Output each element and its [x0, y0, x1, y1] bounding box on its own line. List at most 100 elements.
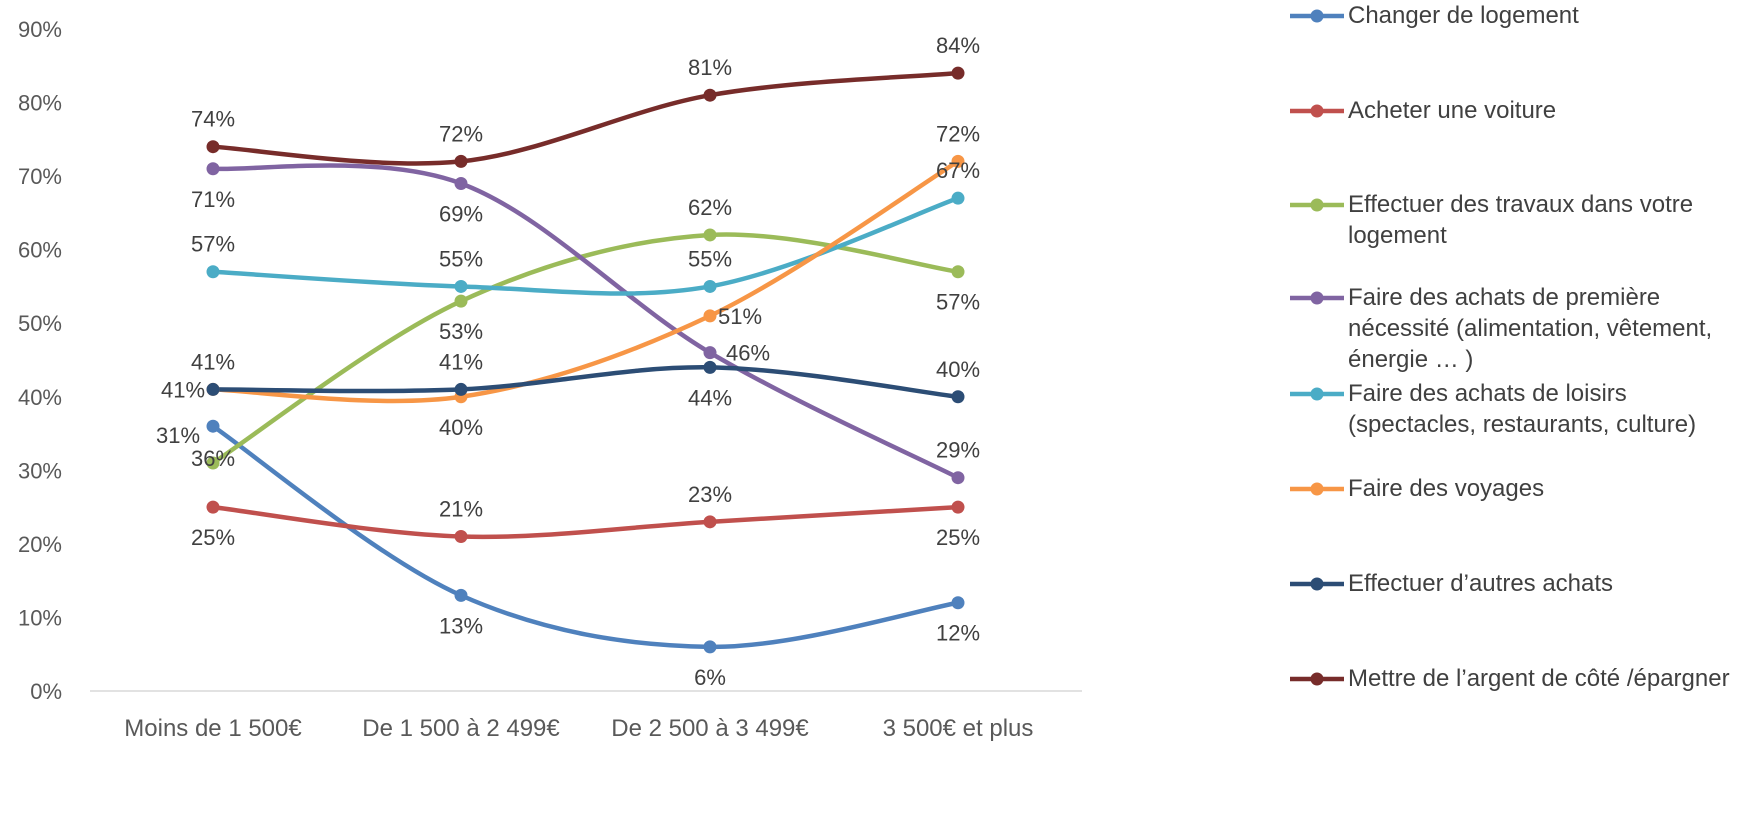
data-point: [703, 228, 717, 242]
legend-swatch: [1290, 9, 1344, 23]
data-label: 13%: [439, 613, 483, 638]
data-point: [206, 140, 220, 154]
data-label: 41%: [161, 377, 205, 402]
data-label: 55%: [439, 246, 483, 271]
series-line: [210, 159, 961, 404]
data-label: 57%: [936, 290, 980, 315]
data-label: 25%: [191, 525, 235, 550]
data-label: 53%: [439, 319, 483, 344]
data-label: 25%: [936, 525, 980, 550]
legend-label: Mettre de l’argent de côté /épargner: [1348, 665, 1730, 692]
data-point: [703, 360, 717, 374]
data-label: 41%: [191, 349, 235, 374]
y-tick-label: 60%: [18, 238, 62, 263]
y-tick-label: 20%: [18, 532, 62, 557]
data-point: [951, 390, 965, 404]
data-label: 55%: [688, 246, 732, 271]
series-line: [210, 163, 961, 480]
data-point: [206, 382, 220, 396]
legend-swatch: [1290, 672, 1344, 686]
legend-label: Faire des achats de première nécessité (…: [1348, 284, 1713, 373]
data-point: [206, 419, 220, 433]
data-point: [951, 471, 965, 485]
series-line: [210, 232, 961, 466]
data-point: [206, 500, 220, 514]
data-label: 72%: [439, 121, 483, 146]
x-axis-categories: Moins de 1 500€ De 1 500 à 2 499€ De 2 500…: [124, 715, 1033, 742]
data-point: [206, 162, 220, 176]
line-chart: 0% 10% 20% 30% 40% 50% 60% 70% 80% 90% Moins de 1…: [18, 17, 1082, 742]
data-label: 29%: [936, 438, 980, 463]
data-label: 40%: [439, 415, 483, 440]
data-point: [454, 530, 468, 544]
legend-item: Faire des voyages: [1290, 473, 1544, 504]
data-point: [951, 265, 965, 279]
data-point: [454, 382, 468, 396]
data-label: 57%: [191, 232, 235, 257]
legend: Changer de logement Acheter une voiture Ef…: [1290, 0, 1760, 831]
legend-swatch: [1290, 291, 1344, 305]
data-point: [703, 279, 717, 293]
series-lines: [210, 70, 961, 650]
data-point: [454, 279, 468, 293]
data-label: 44%: [688, 385, 732, 410]
data-label: 21%: [439, 497, 483, 522]
legend-item: Effectuer des travaux dans votre logemen…: [1290, 189, 1760, 251]
y-tick-label: 80%: [18, 91, 62, 116]
data-point: [454, 154, 468, 168]
x-category-label: De 1 500 à 2 499€: [362, 715, 560, 742]
data-label: 41%: [439, 349, 483, 374]
y-tick-label: 70%: [18, 164, 62, 189]
data-label: 40%: [936, 357, 980, 382]
data-point: [703, 309, 717, 323]
legend-item: Effectuer d’autres achats: [1290, 568, 1613, 599]
legend-swatch: [1290, 387, 1344, 401]
data-label: 31%: [156, 423, 200, 448]
data-point: [454, 176, 468, 190]
data-point: [703, 515, 717, 529]
legend-label: Faire des achats de loisirs (spectacles,…: [1348, 380, 1697, 438]
legend-item: Faire des achats de loisirs (spectacles,…: [1290, 378, 1760, 440]
data-point: [703, 346, 717, 360]
legend-label: Faire des voyages: [1348, 475, 1545, 502]
y-tick-label: 40%: [18, 385, 62, 410]
data-label: 74%: [191, 107, 235, 132]
data-label: 51%: [718, 304, 762, 329]
legend-swatch: [1290, 198, 1344, 212]
y-tick-label: 30%: [18, 458, 62, 483]
data-point: [206, 456, 220, 470]
series-line: [210, 365, 961, 400]
data-point: [703, 640, 717, 654]
data-point: [951, 66, 965, 80]
data-label: 72%: [936, 121, 980, 146]
series-line: [210, 195, 961, 296]
data-label: 46%: [726, 341, 770, 366]
legend-label: Effectuer d’autres achats: [1348, 570, 1614, 597]
data-point: [206, 265, 220, 279]
data-point: [951, 191, 965, 205]
y-tick-label: 0%: [30, 679, 62, 704]
data-label: 6%: [694, 665, 726, 690]
legend-label: Acheter une voiture: [1348, 97, 1557, 124]
data-point: [454, 294, 468, 308]
x-category-label: Moins de 1 500€: [124, 715, 302, 742]
y-tick-label: 50%: [18, 311, 62, 336]
data-point: [951, 500, 965, 514]
x-category-label: De 2 500 à 3 499€: [611, 715, 809, 742]
data-label: 81%: [688, 55, 732, 80]
data-label: 23%: [688, 482, 732, 507]
data-point: [703, 88, 717, 102]
legend-swatch: [1290, 577, 1344, 591]
series-line: [210, 504, 961, 540]
data-label: 62%: [688, 195, 732, 220]
legend-item: Changer de logement: [1290, 0, 1579, 31]
series-line: [210, 423, 961, 650]
data-label: 69%: [439, 201, 483, 226]
legend-label: Effectuer des travaux dans votre logemen…: [1348, 191, 1694, 249]
y-tick-label: 10%: [18, 605, 62, 630]
legend-item: Mettre de l’argent de côté /épargner: [1290, 663, 1730, 694]
y-tick-label: 90%: [18, 17, 62, 42]
data-label: 71%: [191, 187, 235, 212]
legend-item: Faire des achats de première nécessité (…: [1290, 282, 1760, 375]
data-point: [454, 588, 468, 602]
